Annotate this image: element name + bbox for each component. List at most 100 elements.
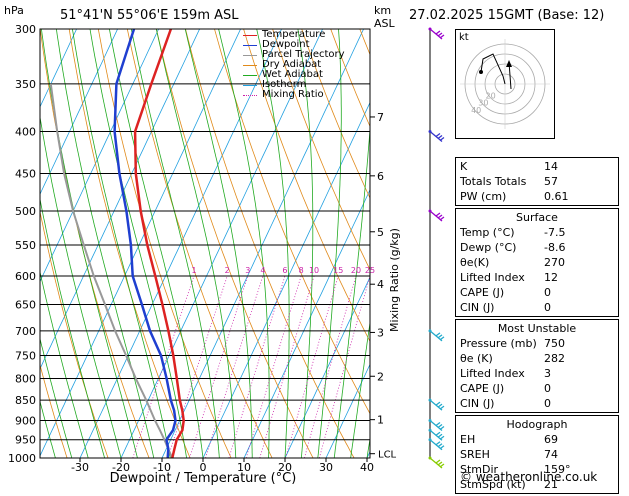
km-tick-label: 5 — [377, 226, 384, 239]
asl-unit-label: ASL — [374, 17, 395, 30]
legend-label: Dewpoint — [262, 39, 310, 50]
mixing-ratio-label: 1 — [191, 266, 196, 275]
stat-value: -7.5 — [544, 226, 566, 239]
stat-label: CIN (J) — [460, 397, 495, 410]
datetime-title: 27.02.2025 15GMT (Base: 12) — [409, 8, 605, 23]
hodograph-ring-label: 30 — [478, 99, 488, 108]
stat-value: 14 — [544, 160, 558, 173]
surface-title: Surface — [516, 211, 558, 224]
stat-value: 0 — [544, 301, 551, 314]
km-tick-label: 1 — [377, 414, 384, 427]
dry-adiabat-line — [40, 29, 150, 458]
legend-item: Wet Adiabat — [243, 70, 345, 80]
hodograph-end-dot — [479, 70, 483, 74]
pressure-tick-label: 550 — [15, 239, 36, 252]
legend-swatch — [243, 34, 257, 36]
x-axis-label: Dewpoint / Temperature (°C) — [110, 471, 297, 486]
stat-row: PW (cm) 0.61 — [460, 189, 614, 204]
wind-barb — [428, 418, 445, 431]
hodograph-trace — [480, 53, 506, 85]
storm-motion-arrowhead — [506, 60, 512, 67]
legend-item: Temperature — [243, 30, 345, 40]
legend-label: Parcel Trajectory — [262, 49, 345, 60]
most-unstable-block: Most Unstable Pressure (mb) 750 θe (K) 282 L… — [455, 319, 619, 413]
x-tick-label: 0 — [200, 461, 207, 474]
pressure-tick-label: 1000 — [8, 452, 36, 465]
stat-row: SREH 74 — [460, 447, 614, 462]
wind-barb — [428, 130, 445, 143]
wind-barb — [428, 428, 445, 441]
km-unit-label: km — [374, 4, 392, 17]
mixing-ratio-label: 25 — [365, 266, 375, 275]
stat-label: Dewp (°C) — [460, 241, 517, 254]
x-tick-label: 30 — [319, 461, 333, 474]
stat-row: StmDir 159° — [460, 462, 614, 477]
isotherm-line — [40, 29, 159, 283]
stat-row: CAPE (J) 0 — [460, 381, 614, 396]
stat-row: Lifted Index 12 — [460, 270, 614, 285]
stat-label: Lifted Index — [460, 271, 525, 284]
stat-label: Temp (°C) — [460, 226, 515, 239]
km-tick-label: 2 — [377, 370, 384, 383]
dry-adiabat-line — [301, 29, 370, 199]
stat-row: Pressure (mb) 750 — [460, 336, 614, 351]
pressure-tick-label: 300 — [15, 23, 36, 36]
legend-item: Isotherm — [243, 80, 345, 90]
mixing-ratio-label: 6 — [282, 266, 287, 275]
wet-adiabat-line — [366, 436, 370, 458]
mixing-ratio-line — [167, 275, 228, 458]
pressure-tick-label: 800 — [15, 372, 36, 385]
stat-value: 0 — [544, 397, 551, 410]
stat-row: K 14 — [460, 159, 614, 174]
legend-label: Temperature — [262, 29, 326, 40]
skew-t-chart: 3003504004505005506006507007508008509009… — [8, 23, 445, 486]
x-tick-label: 40 — [360, 461, 374, 474]
legend-label: Mixing Ratio — [262, 89, 324, 100]
stat-row: CIN (J) 0 — [460, 396, 614, 411]
hodograph-stats-title: Hodograph — [506, 418, 568, 431]
temperature-line — [133, 29, 185, 458]
legend-swatch — [243, 64, 257, 66]
pressure-tick-label: 900 — [15, 414, 36, 427]
stat-row: CIN (J) 0 — [460, 300, 614, 315]
stat-label: K — [460, 160, 468, 173]
hodograph-ring-label: 20 — [486, 91, 496, 100]
isotherm-line — [325, 363, 370, 458]
surface-block: Surface Temp (°C) -7.5 Dewp (°C) -8.6 θe(K) 2… — [455, 208, 619, 317]
stat-label: CIN (J) — [460, 301, 495, 314]
isotherm-line — [40, 29, 118, 196]
stat-label: Lifted Index — [460, 367, 525, 380]
legend-swatch — [243, 94, 257, 96]
pressure-tick-label: 450 — [15, 167, 36, 180]
wet-adiabat-line — [155, 29, 237, 458]
stat-label: θe(K) — [460, 256, 490, 269]
legend-label: Wet Adiabat — [262, 69, 323, 80]
dry-adiabat-line — [272, 29, 370, 271]
wind-barb — [428, 456, 445, 469]
footer-credit: © weatheronline.co.uk — [460, 470, 598, 484]
mixing-ratio-line — [304, 275, 357, 458]
dry-adiabat-line — [40, 363, 68, 458]
parcel-trajectory-line — [49, 83, 174, 458]
stat-value: 3 — [544, 367, 551, 380]
stat-value: 282 — [544, 352, 565, 365]
stat-row: Totals Totals 57 — [460, 174, 614, 189]
legend-item: Parcel Trajectory — [243, 50, 345, 60]
most-unstable-title: Most Unstable — [497, 322, 577, 335]
legend: Temperature Dewpoint Parcel Trajectory Dry … — [243, 30, 345, 100]
wet-adiabat-line — [130, 29, 220, 458]
stat-value: 69 — [544, 433, 558, 446]
mixing-ratio-label: 20 — [351, 266, 361, 275]
stat-row: EH 69 — [460, 432, 614, 447]
wet-adiabat-line — [41, 29, 138, 458]
km-tick-label: 3 — [377, 326, 384, 339]
pressure-tick-label: 350 — [15, 78, 36, 91]
legend-item: Dry Adiabat — [243, 60, 345, 70]
stat-value: 12 — [544, 271, 558, 284]
pressure-tick-label: 500 — [15, 205, 36, 218]
x-tick-label: 10 — [237, 461, 251, 474]
stat-value: 159° — [544, 463, 571, 476]
legend-swatch — [243, 74, 257, 76]
indices-block: K 14 Totals Totals 57 PW (cm) 0.61 — [455, 157, 619, 206]
